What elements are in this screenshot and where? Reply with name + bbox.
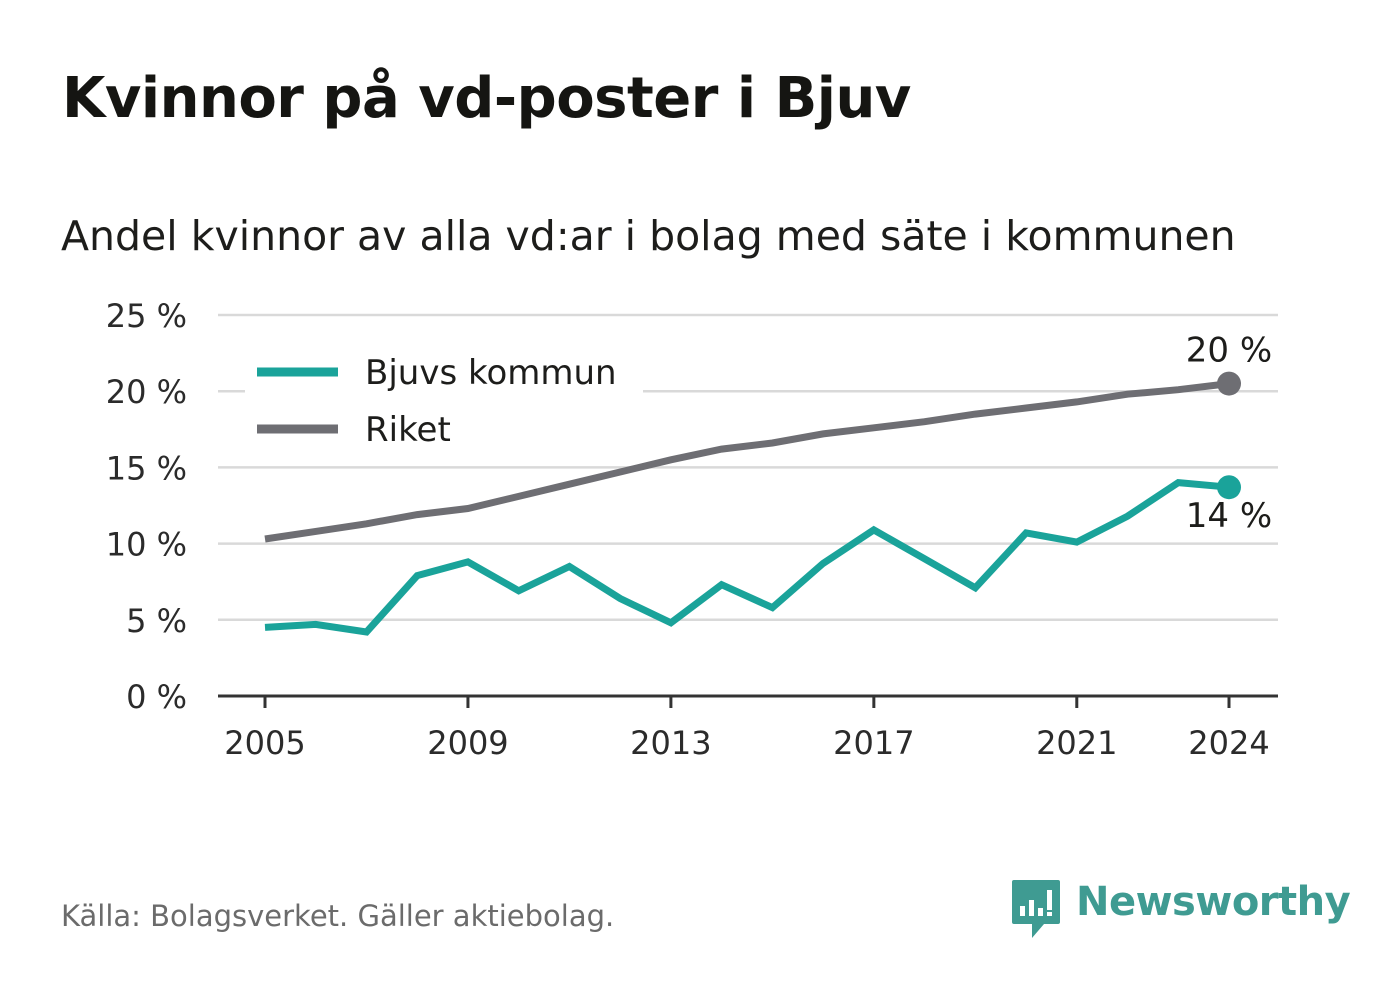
y-tick-label: 0 %: [126, 678, 187, 716]
x-axis: 2005 2009 2013 2017 2021 2024: [218, 694, 1278, 762]
x-tick-label: 2021: [1036, 724, 1117, 762]
end-point: [1217, 371, 1241, 396]
y-tick-label: 5 %: [126, 602, 187, 640]
y-tick-label: 20 %: [106, 373, 187, 411]
x-tick-label: 2013: [630, 724, 711, 762]
y-tick-label: 10 %: [106, 526, 187, 564]
series-line: [264, 380, 1230, 543]
chart-title: Kvinnor på vd-poster i Bjuv: [62, 66, 911, 131]
x-tick-label: 2009: [427, 724, 508, 762]
series-line: [264, 479, 1230, 636]
end-value-label: 20 %: [1186, 331, 1272, 371]
x-tick-label: 2017: [833, 724, 914, 762]
y-tick-label: 15 %: [106, 449, 187, 487]
legend-background: [245, 340, 643, 466]
chart-subtitle: Andel kvinnor av alla vd:ar i bolag med …: [61, 212, 1236, 260]
source-note: Källa: Bolagsverket. Gäller aktiebolag.: [61, 899, 615, 933]
end-point: [1217, 475, 1241, 500]
legend-label: Bjuvs kommun: [365, 353, 617, 393]
legend: Bjuvs kommun Riket: [245, 340, 643, 466]
end-value-label: 14 %: [1186, 496, 1272, 536]
end-labels: 14 % 20 %: [1186, 331, 1272, 537]
newsworthy-logo-icon: [1012, 880, 1060, 938]
newsworthy-logo: Newsworthy: [1010, 878, 1351, 942]
series-lines: [264, 371, 1241, 636]
y-tick-label: 25 %: [106, 297, 187, 335]
x-tick-label: 2005: [224, 724, 305, 762]
brand-name: Newsworthy: [1076, 879, 1351, 925]
legend-label: Riket: [365, 410, 451, 450]
x-tick-label: 2024: [1188, 724, 1269, 762]
y-axis-ticks: 0 % 5 % 10 % 15 % 20 % 25 %: [106, 297, 187, 716]
